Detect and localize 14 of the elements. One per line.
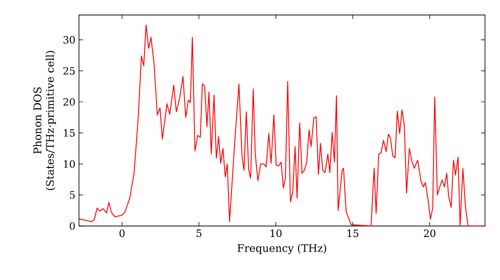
y-tick-label: 15: [64, 129, 75, 137]
y-tick-label: 25: [63, 67, 75, 75]
x-axis-title: Frequency (THz): [238, 244, 326, 254]
x-tick-label: 10: [270, 230, 282, 238]
y-axis-title: Phonon DOS (States/THz·primitive cell): [33, 50, 56, 190]
y-tick-label: 10: [64, 160, 75, 168]
x-tick-label: 5: [196, 230, 202, 237]
y-tick-label: 20: [63, 98, 75, 106]
x-tick-label: 15: [348, 230, 358, 238]
y-tick-label: 30: [64, 36, 75, 44]
x-tick-label: 0: [120, 230, 125, 238]
y-tick-label: 5: [70, 191, 75, 199]
x-tick-label: 20: [424, 230, 436, 238]
y-tick-label: 0: [70, 222, 75, 230]
